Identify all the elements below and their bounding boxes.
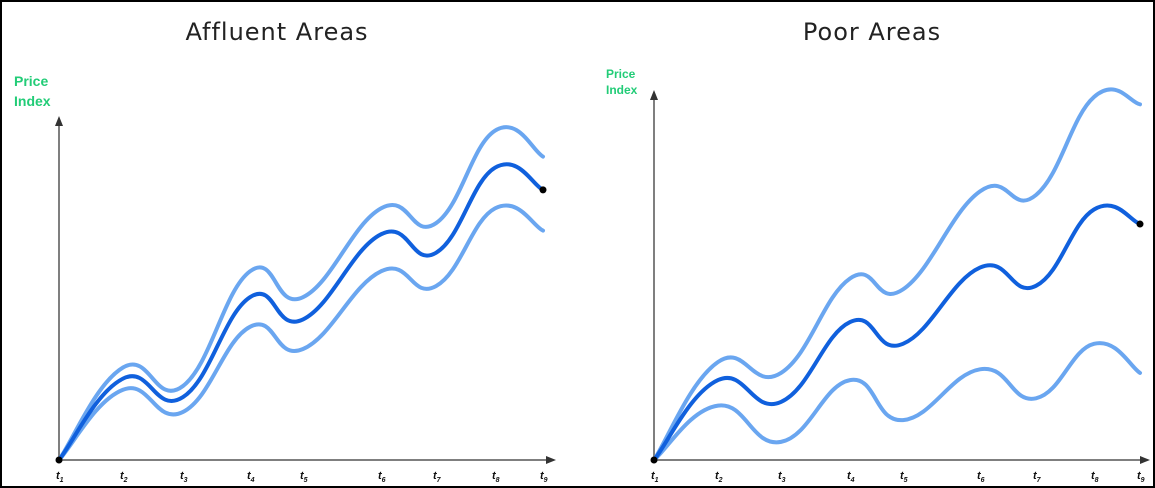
x-tick-label-t8: t8 [1091,470,1099,484]
x-tick-label-t3: t3 [180,470,188,484]
series-line-upper [652,87,1142,462]
x-tick-labels: t1 t2 t3 t4 t5 t6 t7 t8 t9 [56,470,548,484]
series-group [55,125,547,464]
end-point-marker [1136,220,1144,228]
x-tick-label-t6: t6 [977,470,985,484]
x-tick-label-t7: t7 [433,470,442,484]
x-tick-label-t1: t1 [651,470,659,484]
x-tick-label-t4: t4 [247,470,255,484]
series-line-central [57,162,545,462]
y-axis-label-line2: Index [14,93,51,109]
y-axis-arrow [55,116,63,126]
x-tick-label-t9: t9 [1137,470,1145,484]
y-axis-label-line1: Price [14,73,48,89]
series-line-central [652,203,1142,462]
x-axis-arrow [1140,456,1150,464]
x-tick-label-t8: t8 [492,470,500,484]
x-tick-labels: t1 t2 t3 t4 t5 t6 t7 t8 t9 [651,470,1145,484]
y-axis-label-line2: Index [606,83,638,97]
x-tick-label-t5: t5 [900,470,908,484]
x-tick-label-t3: t3 [778,470,786,484]
x-tick-label-t2: t2 [120,470,128,484]
x-axis-arrow [546,456,556,464]
series-line-upper [57,125,545,462]
chart-title: Affluent Areas [185,18,368,46]
chart-affluent-areas: Affluent Areas Price Index t1 t2 t3 t4 t5 t6 t… [14,18,556,484]
x-tick-label-t1: t1 [56,470,64,484]
y-axis-label-line1: Price [606,67,636,81]
y-axis-arrow [650,90,658,100]
x-tick-label-t7: t7 [1033,470,1042,484]
chart-title: Poor Areas [803,18,941,46]
end-point-marker [539,186,547,194]
start-point-marker [650,456,658,464]
x-tick-label-t9: t9 [540,470,548,484]
series-line-lower [652,341,1142,462]
series-group [650,87,1144,464]
x-tick-label-t6: t6 [378,470,386,484]
x-tick-label-t5: t5 [300,470,308,484]
x-tick-label-t2: t2 [715,470,723,484]
series-line-lower [57,203,545,462]
start-point-marker [55,456,63,464]
chart-poor-areas: Poor Areas Price Index t1 t2 t3 t4 t5 t6 t7 t8 t… [606,18,1150,484]
x-tick-label-t4: t4 [847,470,855,484]
